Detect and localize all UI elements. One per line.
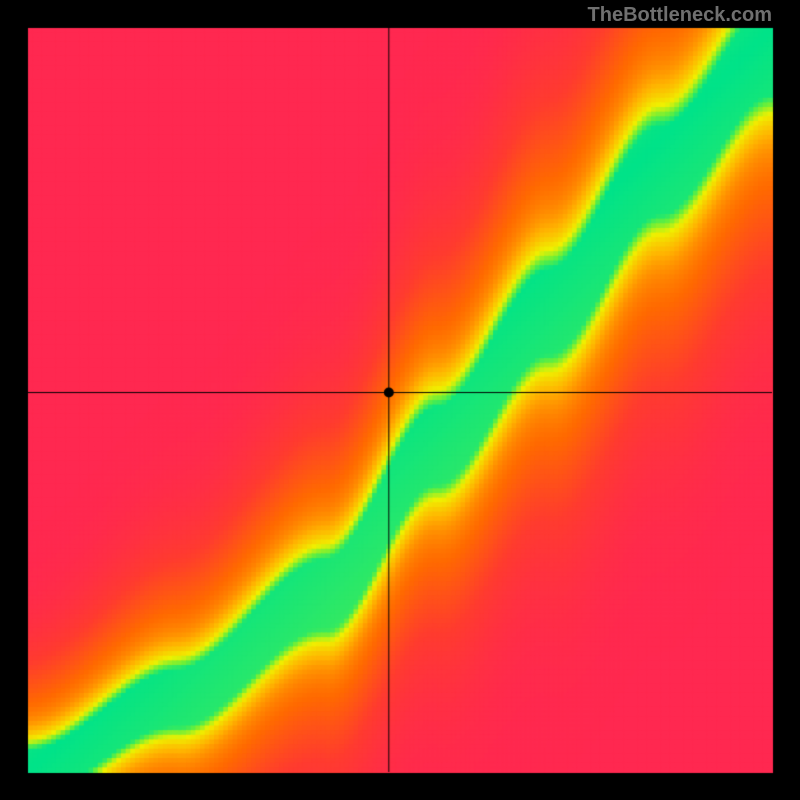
heatmap-canvas xyxy=(0,0,800,800)
watermark-text: TheBottleneck.com xyxy=(588,4,772,27)
chart-container: TheBottleneck.com xyxy=(0,0,800,800)
